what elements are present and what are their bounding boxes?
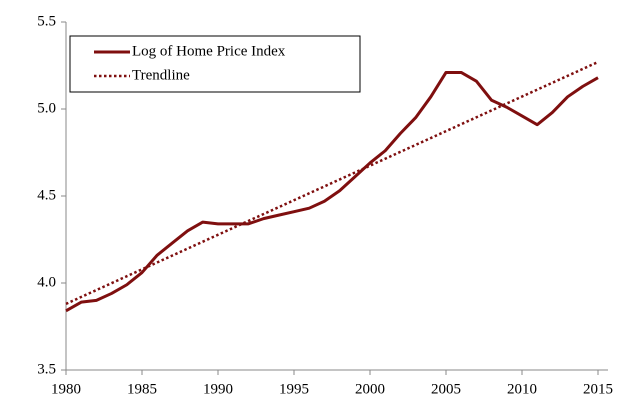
y-tick-label: 3.5	[37, 361, 56, 377]
legend-box	[69, 35, 361, 93]
x-tick-label: 2015	[583, 381, 613, 397]
y-tick-label: 5.0	[37, 100, 56, 116]
legend-label: Trendline	[132, 67, 190, 83]
x-tick-label: 1995	[279, 381, 309, 397]
x-tick-label: 2005	[431, 381, 461, 397]
x-tick-label: 1990	[203, 381, 233, 397]
x-tick-label: 2000	[355, 381, 385, 397]
y-tick-label: 4.0	[37, 274, 56, 290]
y-tick-label: 5.5	[37, 13, 56, 29]
x-tick-label: 1980	[51, 381, 81, 397]
series-line	[65, 60, 599, 306]
legend-label: Log of Home Price Index	[132, 43, 286, 59]
series-line	[65, 70, 599, 313]
x-tick-label: 2010	[507, 381, 537, 397]
y-tick-label: 4.5	[37, 187, 56, 203]
legend: Log of Home Price Index Trendline	[69, 35, 361, 93]
x-tick-label: 1985	[127, 381, 157, 397]
